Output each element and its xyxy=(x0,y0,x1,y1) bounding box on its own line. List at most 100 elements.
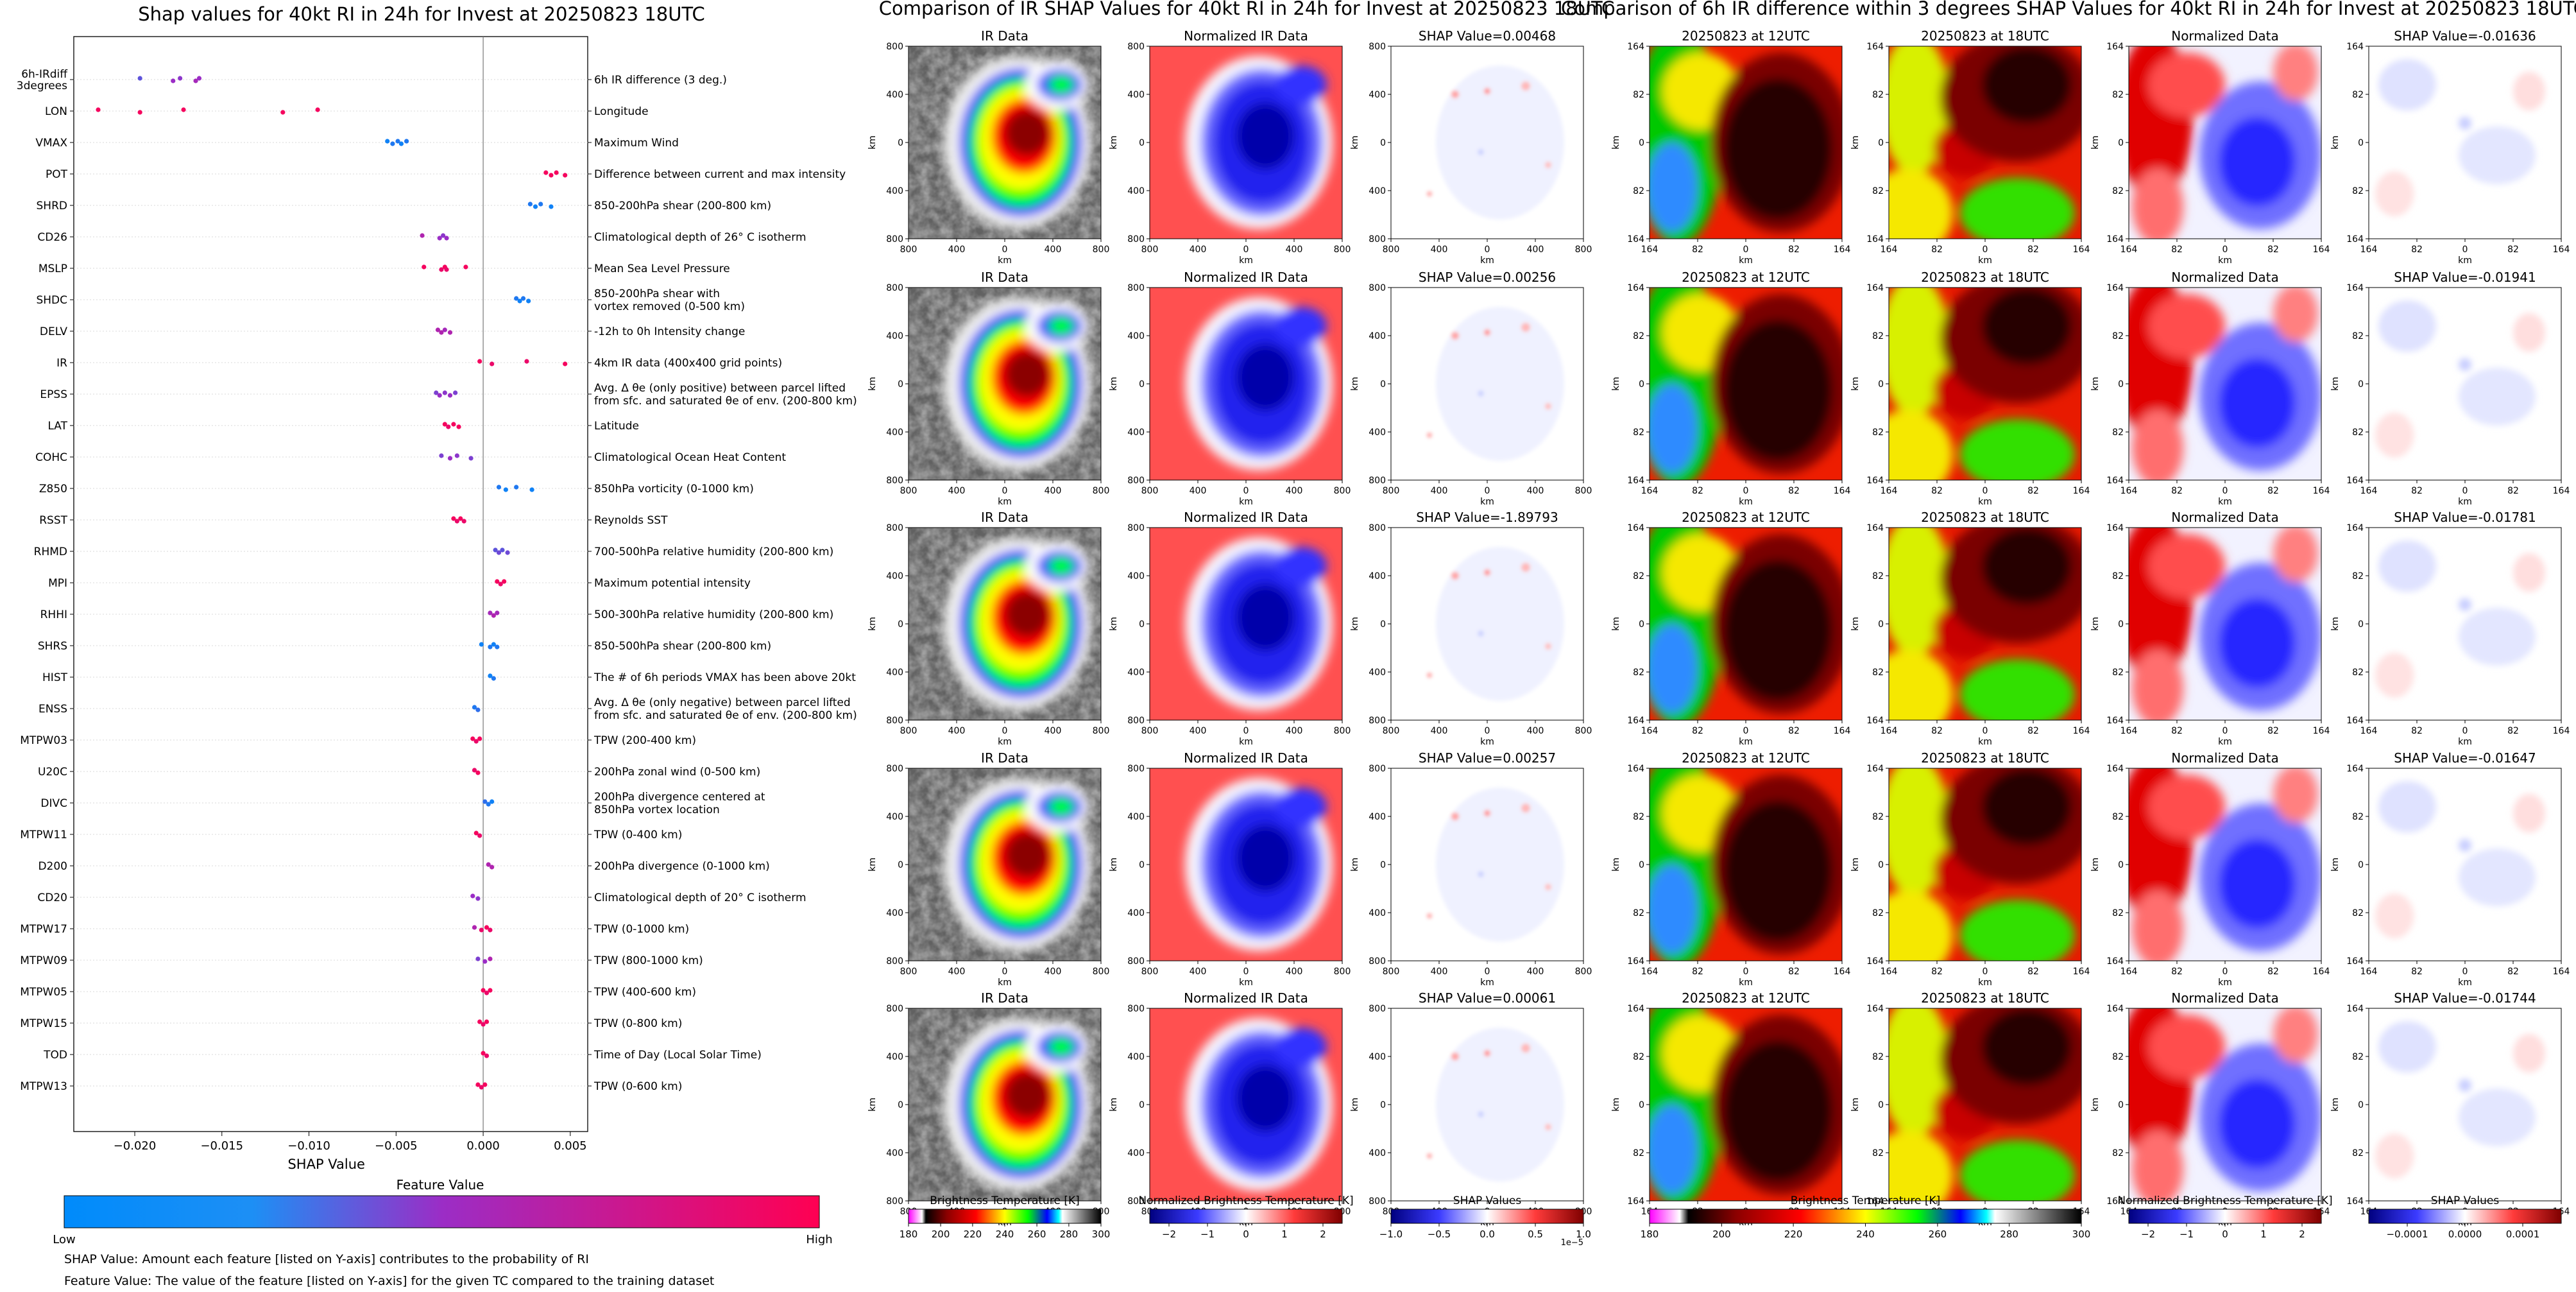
feature-label: LON xyxy=(45,105,67,118)
x-axis-label: km xyxy=(998,255,1012,266)
y-tick-label: 82 xyxy=(2352,331,2364,341)
shap-point xyxy=(439,267,444,272)
heatmap-image xyxy=(908,288,1101,480)
colorbar-tick-label: 0 xyxy=(2222,1228,2228,1240)
colorbar-tick-label: −1 xyxy=(1200,1228,1215,1240)
x-axis-label: km xyxy=(1239,737,1253,747)
y-tick-label: 400 xyxy=(1369,908,1386,918)
y-tick-label: 800 xyxy=(886,523,903,533)
shap-point xyxy=(479,927,484,933)
feature-description: 850hPa vorticity (0-1000 km) xyxy=(594,483,754,495)
shap-point xyxy=(491,676,496,681)
x-tick-label: 400 xyxy=(1527,486,1544,496)
shap-point xyxy=(481,1051,486,1056)
y-axis-label: km xyxy=(1611,1098,1621,1112)
x-tick-label: 82 xyxy=(2267,486,2279,496)
feature-label: SHDC xyxy=(36,294,67,307)
shap-point xyxy=(475,896,481,901)
x-tick-label: 0 xyxy=(1485,245,1490,255)
feature-description: 200hPa divergence centered at xyxy=(594,791,765,804)
shap-point xyxy=(496,485,502,490)
x-tick-label: 800 xyxy=(1334,726,1351,736)
panel-title: Normalized Data xyxy=(2171,510,2279,525)
y-tick-label: 0 xyxy=(1878,379,1884,390)
y-tick-label: 82 xyxy=(2352,668,2364,678)
y-tick-label: 400 xyxy=(1127,908,1145,918)
y-axis-label: km xyxy=(1350,857,1360,872)
y-axis-label: km xyxy=(2090,857,2101,872)
heatmap-image xyxy=(1150,1008,1342,1201)
y-tick-label: 164 xyxy=(2106,476,2124,486)
y-tick-label: 164 xyxy=(1866,956,1884,967)
y-tick-label: 400 xyxy=(886,1052,903,1062)
x-tick-label: 800 xyxy=(1575,245,1592,255)
y-tick-label: 800 xyxy=(886,956,903,967)
x-axis-label: km xyxy=(1239,497,1253,507)
shap-point xyxy=(538,202,543,207)
y-axis-label: km xyxy=(1350,1098,1360,1112)
x-tick-label: 82 xyxy=(2267,967,2279,977)
x-tick-label: 82 xyxy=(1788,967,1800,977)
y-tick-label: 800 xyxy=(1127,1196,1145,1207)
y-tick-label: 164 xyxy=(1866,1196,1884,1207)
y-tick-label: 400 xyxy=(1127,331,1145,341)
x-tick-label: 164 xyxy=(2073,967,2090,977)
y-tick-label: 164 xyxy=(1627,1004,1644,1014)
x-tick-label: −0.005 xyxy=(375,1139,418,1153)
y-tick-label: 82 xyxy=(2112,186,2124,196)
feature-description: 850-500hPa shear (200-800 km) xyxy=(594,640,771,653)
x-tick-label: 82 xyxy=(1931,486,1943,496)
y-tick-label: 164 xyxy=(2346,523,2364,533)
panel-title: SHAP Value=0.00256 xyxy=(1419,270,1556,285)
panel-title: Normalized Data xyxy=(2171,990,2279,1006)
feature-label: LAT xyxy=(47,420,67,433)
x-tick-label: 164 xyxy=(2553,726,2570,736)
y-tick-label: 82 xyxy=(1872,427,1884,438)
y-axis-label: km xyxy=(2330,1098,2341,1112)
feature-description: Climatological Ocean Heat Content xyxy=(594,451,786,464)
shap-point xyxy=(527,202,533,207)
y-tick-label: 400 xyxy=(1369,427,1386,438)
x-tick-label: 800 xyxy=(900,486,917,496)
x-tick-label: −0.020 xyxy=(114,1139,157,1153)
feature-value-colorbar xyxy=(64,1195,820,1228)
y-tick-label: 164 xyxy=(1627,716,1644,726)
x-tick-label: 164 xyxy=(2553,967,2570,977)
feature-label: MPI xyxy=(48,577,67,590)
colorbar-tick-label: 220 xyxy=(964,1228,982,1240)
shap-point xyxy=(529,487,534,492)
shap-point xyxy=(493,547,498,553)
feature-row: MTPW03 TPW (200-400 km) xyxy=(20,734,696,747)
panel-title: Normalized Data xyxy=(2171,270,2279,285)
shap-point xyxy=(488,673,493,678)
heatmap-image xyxy=(2369,46,2561,239)
y-tick-label: 800 xyxy=(1127,42,1145,52)
panel-title: SHAP Value=0.00061 xyxy=(1419,990,1556,1006)
y-tick-label: 800 xyxy=(1369,764,1386,774)
feature-description: from sfc. and saturated θe of env. (200-… xyxy=(594,395,857,408)
shap-point xyxy=(96,107,101,112)
y-tick-label: 82 xyxy=(1872,571,1884,581)
y-tick-label: 164 xyxy=(1866,283,1884,293)
x-tick-label: 0 xyxy=(2462,245,2468,255)
feature-label: MTPW13 xyxy=(20,1080,67,1093)
y-tick-label: 82 xyxy=(2112,427,2124,438)
shap-point xyxy=(491,613,496,618)
y-axis-label: km xyxy=(1611,377,1621,391)
shap-point xyxy=(488,610,493,616)
panel-title: 20250823 at 12UTC xyxy=(1682,510,1810,525)
x-tick-label: 164 xyxy=(1834,726,1851,736)
feature-description: TPW (0-800 km) xyxy=(593,1017,682,1030)
y-tick-label: 164 xyxy=(2346,764,2364,774)
y-tick-label: 82 xyxy=(1633,571,1644,581)
x-tick-label: 82 xyxy=(2267,726,2279,736)
shap-point xyxy=(549,204,554,209)
feature-description: vortex removed (0-500 km) xyxy=(594,300,745,313)
x-tick-label: 164 xyxy=(2360,245,2378,255)
colorbar-tick-label: 0.0001 xyxy=(2506,1228,2540,1240)
y-tick-label: 0 xyxy=(898,138,903,148)
